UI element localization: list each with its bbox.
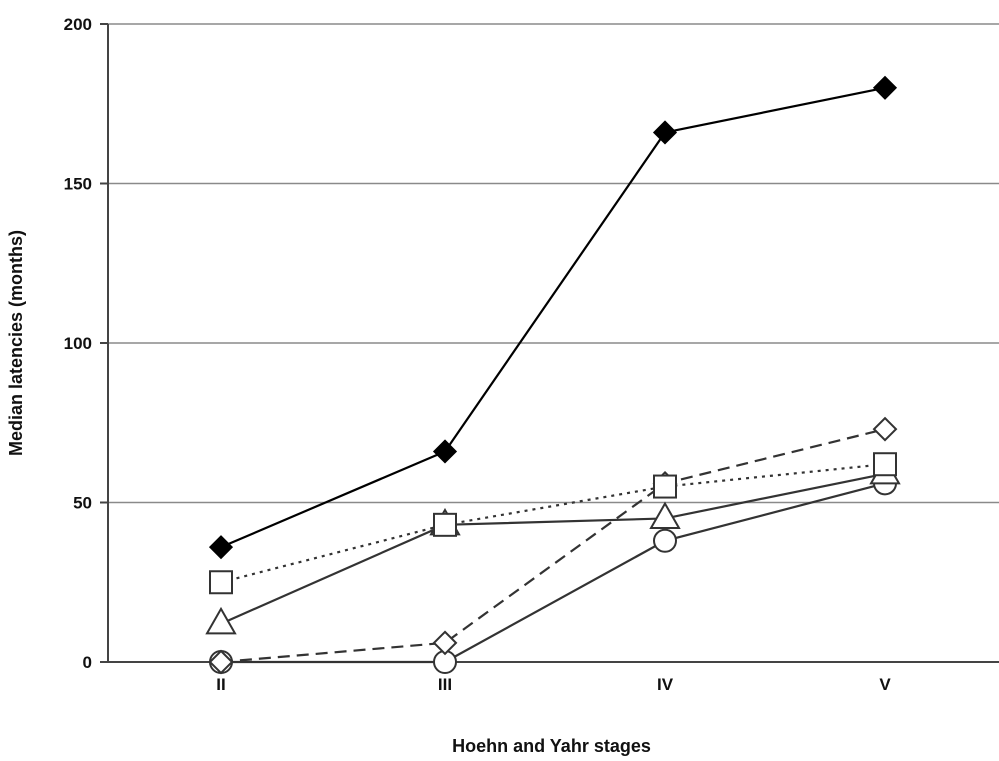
series-0-point-2 — [652, 120, 678, 145]
series-3-markers — [208, 416, 898, 675]
gridlines — [108, 23, 999, 504]
series-2-markers — [205, 456, 901, 635]
x-tick-label-0: II — [216, 675, 225, 694]
x-tick-label-1: III — [438, 675, 452, 694]
series-0-markers — [208, 75, 898, 560]
series-1-markers — [209, 452, 897, 595]
series-lines — [220, 86, 886, 664]
series-markers — [205, 75, 901, 675]
series-0-point-1 — [432, 439, 458, 464]
y-tick-label-3: 150 — [64, 175, 92, 194]
series-1-line — [220, 463, 886, 584]
x-tick-label-3: V — [879, 675, 891, 694]
x-tick-label-2: IV — [657, 675, 674, 694]
series-0-line — [220, 86, 886, 549]
series-1-point-2 — [653, 474, 677, 499]
y-axis-title: Median latencies (months) — [6, 230, 26, 456]
series-2-point-2 — [649, 501, 681, 530]
series-3-line — [220, 428, 886, 664]
series-0-point-3 — [872, 75, 898, 100]
series-1-point-1 — [433, 512, 457, 537]
y-tick-label-1: 50 — [73, 494, 92, 513]
series-3-point-0 — [208, 649, 234, 675]
series-4-line — [221, 482, 886, 664]
y-tick-label-0: 0 — [83, 653, 92, 672]
series-4-point-2 — [653, 528, 677, 553]
series-3-point-1 — [432, 630, 458, 656]
series-group — [205, 75, 901, 675]
y-tick-label-4: 200 — [64, 15, 92, 34]
series-1-point-3 — [873, 452, 897, 477]
y-tick-labels: 0 50 100 150 200 — [64, 15, 92, 672]
x-tick-labels: II III IV V — [216, 675, 891, 694]
x-axis-title: Hoehn and Yahr stages — [452, 736, 651, 756]
series-2-line — [220, 472, 886, 625]
series-1-point-0 — [209, 570, 233, 595]
y-tick-label-2: 100 — [64, 334, 92, 353]
series-0-point-0 — [208, 535, 234, 560]
series-3-point-3 — [872, 416, 898, 442]
series-2-point-0 — [205, 606, 237, 635]
